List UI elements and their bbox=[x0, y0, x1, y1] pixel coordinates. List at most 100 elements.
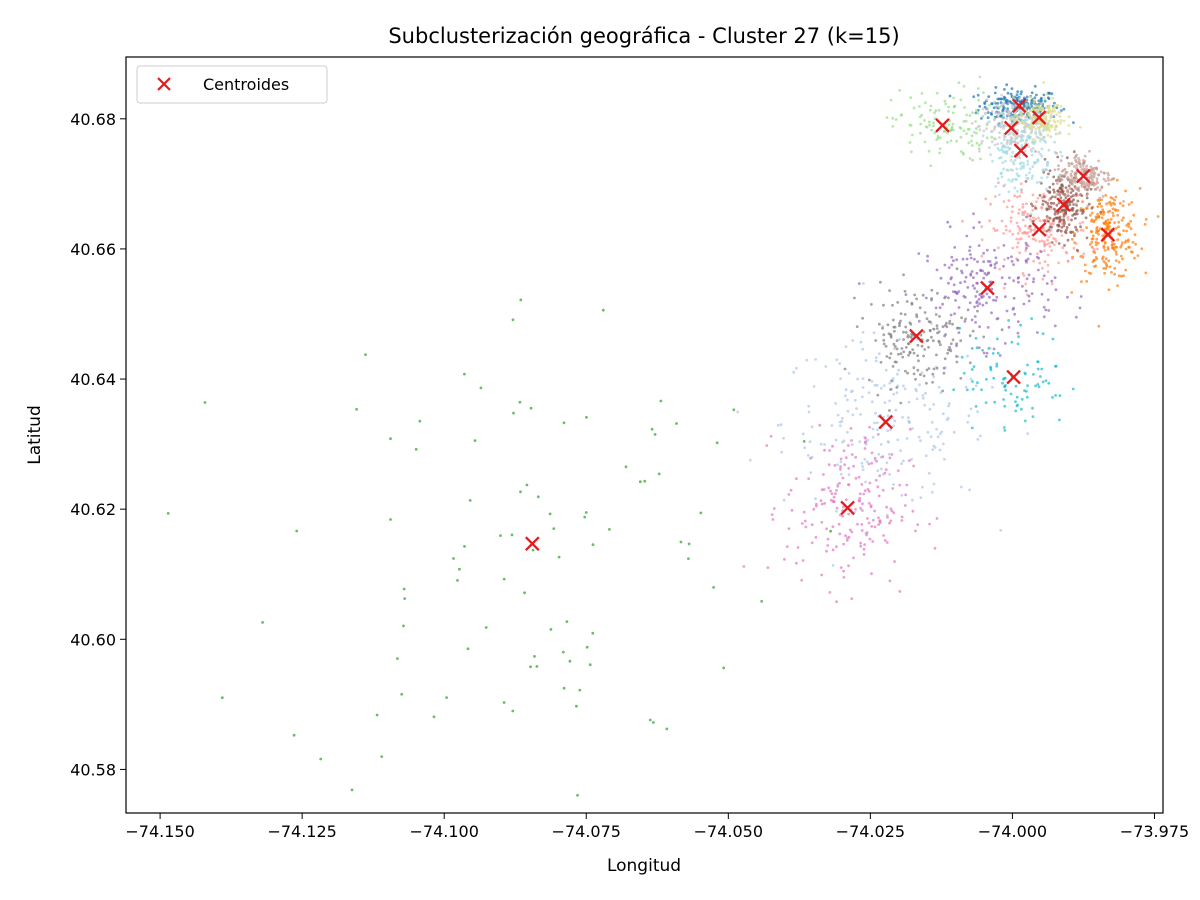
data-point bbox=[974, 405, 978, 408]
data-point bbox=[883, 471, 887, 475]
data-point bbox=[888, 521, 891, 525]
data-point bbox=[1012, 115, 1016, 119]
data-point bbox=[974, 295, 978, 298]
centroid-marker bbox=[1003, 120, 1019, 136]
data-point bbox=[1002, 200, 1006, 203]
data-point bbox=[871, 518, 875, 522]
data-point bbox=[380, 755, 384, 758]
data-point bbox=[933, 131, 937, 135]
data-point bbox=[935, 427, 938, 431]
data-point bbox=[1016, 134, 1020, 138]
data-point bbox=[1085, 193, 1089, 197]
data-point bbox=[985, 301, 988, 305]
data-point bbox=[1019, 109, 1022, 112]
data-point bbox=[839, 460, 843, 464]
data-point bbox=[1002, 150, 1005, 154]
data-point bbox=[1066, 194, 1069, 198]
data-point bbox=[844, 456, 848, 459]
data-point bbox=[643, 479, 647, 483]
data-point bbox=[1094, 264, 1098, 268]
data-point bbox=[868, 537, 872, 541]
data-point bbox=[993, 91, 997, 95]
data-point bbox=[1073, 193, 1076, 197]
data-point bbox=[904, 325, 908, 329]
data-point bbox=[1103, 222, 1107, 226]
data-point bbox=[878, 474, 882, 478]
data-point bbox=[898, 338, 901, 341]
data-point bbox=[907, 353, 910, 357]
data-point bbox=[838, 362, 842, 365]
data-point bbox=[1058, 418, 1061, 422]
data-point bbox=[458, 567, 461, 571]
y-tick-label: 40.66 bbox=[70, 240, 116, 259]
data-point bbox=[998, 148, 1001, 152]
data-point bbox=[389, 437, 392, 441]
data-point bbox=[1121, 257, 1124, 261]
data-point bbox=[511, 709, 515, 713]
data-point bbox=[1104, 193, 1108, 197]
data-point bbox=[1023, 124, 1027, 128]
data-point bbox=[836, 413, 840, 417]
data-point bbox=[1089, 165, 1093, 169]
data-point bbox=[893, 560, 896, 563]
data-point bbox=[1006, 140, 1009, 144]
data-point bbox=[1080, 212, 1084, 215]
data-point bbox=[166, 512, 170, 515]
data-point bbox=[935, 268, 939, 272]
data-point bbox=[1059, 121, 1062, 125]
data-point bbox=[962, 152, 965, 156]
data-point bbox=[933, 546, 937, 550]
data-point bbox=[1046, 219, 1050, 223]
data-point bbox=[1049, 233, 1053, 237]
data-point bbox=[1021, 139, 1025, 142]
data-point bbox=[523, 591, 526, 595]
data-point bbox=[1006, 256, 1010, 260]
data-point bbox=[831, 444, 834, 448]
data-point bbox=[916, 354, 919, 357]
data-point bbox=[1020, 90, 1023, 94]
data-point bbox=[929, 435, 933, 439]
data-point bbox=[827, 486, 831, 490]
data-point bbox=[932, 403, 936, 406]
data-point bbox=[978, 124, 981, 128]
data-point bbox=[854, 476, 858, 480]
data-point bbox=[1061, 190, 1065, 193]
data-point bbox=[1042, 81, 1046, 84]
data-point bbox=[1100, 216, 1104, 220]
data-point bbox=[917, 359, 920, 363]
y-tick-label: 40.62 bbox=[70, 500, 116, 519]
data-point bbox=[792, 370, 796, 374]
data-point bbox=[891, 125, 895, 128]
data-point bbox=[1057, 176, 1061, 180]
data-point bbox=[987, 120, 991, 123]
data-point bbox=[948, 322, 951, 325]
data-point bbox=[860, 523, 864, 526]
data-point bbox=[993, 266, 997, 270]
data-point bbox=[1039, 152, 1042, 156]
data-point bbox=[648, 718, 652, 722]
data-point bbox=[1092, 166, 1096, 170]
data-point bbox=[1051, 182, 1055, 186]
data-point bbox=[835, 506, 839, 510]
data-point bbox=[1011, 246, 1015, 250]
data-point bbox=[900, 347, 904, 350]
data-point bbox=[900, 515, 904, 519]
data-point bbox=[1072, 121, 1075, 124]
data-point bbox=[1116, 238, 1120, 242]
data-point bbox=[856, 377, 859, 381]
data-point bbox=[638, 480, 642, 484]
data-point bbox=[350, 788, 354, 792]
data-point bbox=[889, 519, 893, 523]
data-point bbox=[842, 576, 846, 579]
data-point bbox=[926, 338, 930, 342]
data-point bbox=[867, 378, 871, 382]
data-point bbox=[1059, 119, 1063, 122]
data-point bbox=[930, 288, 934, 292]
data-point bbox=[1026, 135, 1029, 139]
data-point bbox=[1045, 175, 1049, 179]
legend-centroid-marker bbox=[157, 77, 171, 91]
data-point bbox=[847, 512, 850, 516]
data-point bbox=[765, 444, 769, 447]
data-point bbox=[1011, 232, 1015, 236]
data-point bbox=[1053, 324, 1057, 328]
